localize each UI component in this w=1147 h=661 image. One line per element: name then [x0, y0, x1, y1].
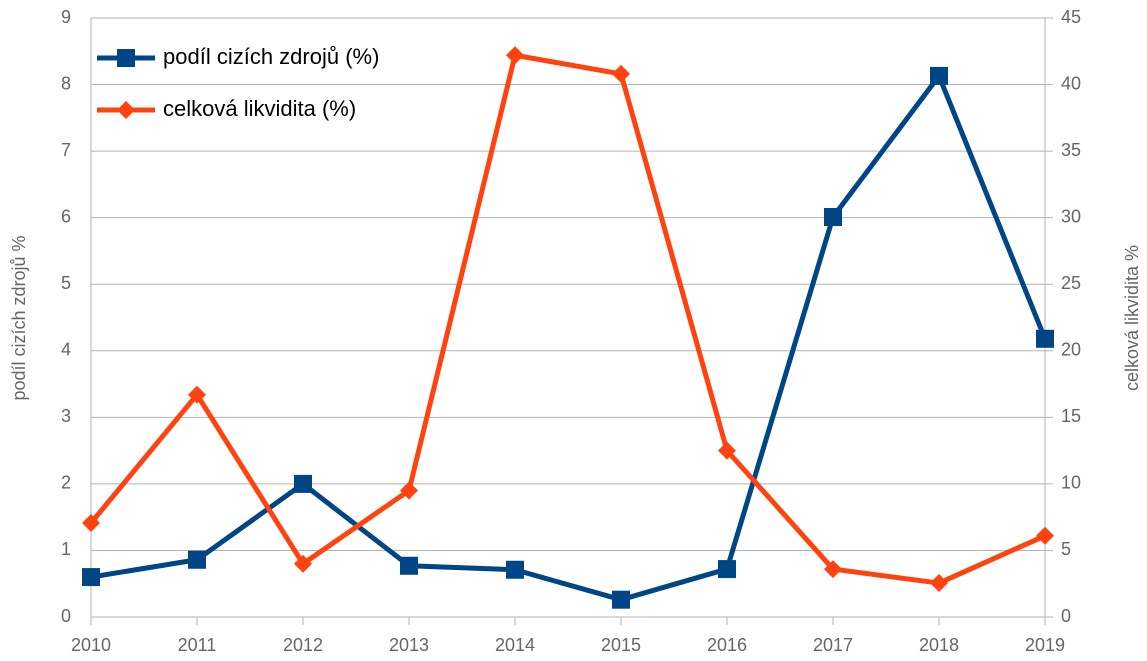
series-line: [90, 73, 1048, 603]
marker: [188, 385, 206, 404]
marker: [117, 101, 135, 119]
y2-tick-label: 5: [1061, 539, 1071, 559]
y-tick-label: 3: [61, 406, 71, 426]
x-tick-label: 2016: [707, 635, 747, 655]
legend-label: podíl cizích zdrojů (%): [163, 44, 379, 69]
marker: [82, 514, 100, 533]
y-tick-label: 9: [61, 7, 71, 27]
x-tick-label: 2015: [601, 635, 641, 655]
y2-tick-label: 10: [1061, 473, 1081, 493]
y2-tick-label: 30: [1061, 206, 1081, 226]
legend-label: celková likvidita (%): [163, 96, 356, 121]
y-tick-label: 7: [61, 140, 71, 160]
marker: [117, 49, 135, 67]
marker: [718, 441, 736, 460]
x-tick-label: 2013: [389, 635, 429, 655]
series-line: [89, 52, 1047, 586]
y-tick-label: 1: [61, 539, 71, 559]
x-tick-label: 2010: [71, 635, 111, 655]
x-tick-label: 2014: [495, 635, 535, 655]
y-tick-label: 4: [61, 340, 71, 360]
marker: [400, 556, 418, 575]
x-tick-label: 2012: [283, 635, 323, 655]
marker: [824, 560, 842, 579]
marker: [930, 574, 948, 593]
y2-tick-label: 20: [1061, 340, 1081, 360]
y2-tick-label: 45: [1061, 7, 1081, 27]
marker: [1036, 329, 1054, 348]
marker: [506, 560, 524, 579]
y-axis-label: podíl cizích zdrojů %: [9, 235, 29, 400]
marker: [718, 560, 736, 579]
y-tick-label: 5: [61, 273, 71, 293]
y2-tick-label: 40: [1061, 73, 1081, 93]
marker: [612, 64, 630, 83]
y2-tick-label: 15: [1061, 406, 1081, 426]
marker: [506, 46, 524, 65]
marker: [82, 568, 100, 587]
y2-tick-label: 35: [1061, 140, 1081, 160]
marker: [188, 550, 206, 569]
x-tick-label: 2017: [813, 635, 853, 655]
x-tick-label: 2019: [1025, 635, 1065, 655]
y-tick-label: 2: [61, 473, 71, 493]
y2-tick-label: 25: [1061, 273, 1081, 293]
x-tick-label: 2018: [919, 635, 959, 655]
marker: [400, 481, 418, 500]
y-tick-label: 0: [61, 606, 71, 626]
y-tick-label: 8: [61, 73, 71, 93]
marker: [294, 554, 312, 573]
y2-axis-label: celková likvidita %: [1122, 245, 1142, 391]
marker: [294, 474, 312, 493]
marker: [612, 590, 630, 609]
y2-tick-label: 0: [1061, 606, 1071, 626]
marker: [1036, 526, 1054, 545]
x-tick-label: 2011: [178, 635, 217, 655]
marker: [930, 66, 948, 85]
y-tick-label: 6: [61, 206, 71, 226]
marker: [824, 208, 842, 227]
